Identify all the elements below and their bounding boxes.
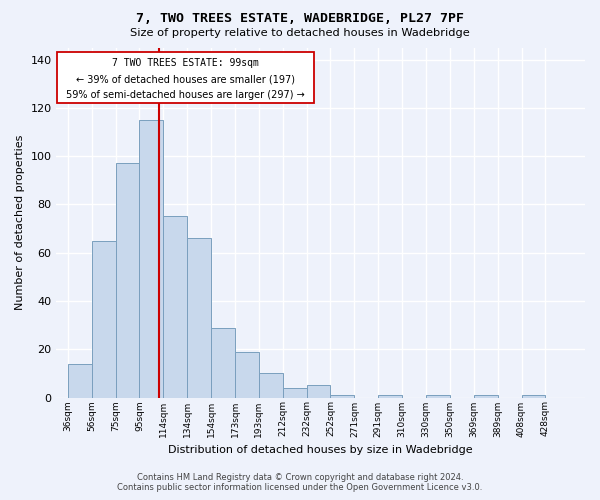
Text: 59% of semi-detached houses are larger (297) →: 59% of semi-detached houses are larger (… (66, 90, 305, 100)
Bar (378, 395, 402, 398)
Bar (283, 388, 307, 398)
Bar (68, 364, 92, 398)
Bar (474, 395, 497, 398)
Bar (426, 395, 450, 398)
Bar (521, 395, 545, 398)
Bar (187, 238, 211, 398)
Bar (259, 374, 283, 398)
Text: Size of property relative to detached houses in Wadebridge: Size of property relative to detached ho… (130, 28, 470, 38)
Bar (163, 216, 187, 398)
X-axis label: Distribution of detached houses by size in Wadebridge: Distribution of detached houses by size … (168, 445, 473, 455)
Bar (235, 352, 259, 398)
Bar (116, 164, 139, 398)
Bar (307, 386, 331, 398)
Bar (331, 395, 355, 398)
Bar (92, 240, 116, 398)
Y-axis label: Number of detached properties: Number of detached properties (15, 135, 25, 310)
Text: 7, TWO TREES ESTATE, WADEBRIDGE, PL27 7PF: 7, TWO TREES ESTATE, WADEBRIDGE, PL27 7P… (136, 12, 464, 26)
FancyBboxPatch shape (57, 52, 314, 103)
Text: ← 39% of detached houses are smaller (197): ← 39% of detached houses are smaller (19… (76, 74, 295, 84)
Text: 7 TWO TREES ESTATE: 99sqm: 7 TWO TREES ESTATE: 99sqm (112, 58, 259, 68)
Bar (139, 120, 163, 398)
Text: Contains HM Land Registry data © Crown copyright and database right 2024.
Contai: Contains HM Land Registry data © Crown c… (118, 473, 482, 492)
Bar (211, 328, 235, 398)
